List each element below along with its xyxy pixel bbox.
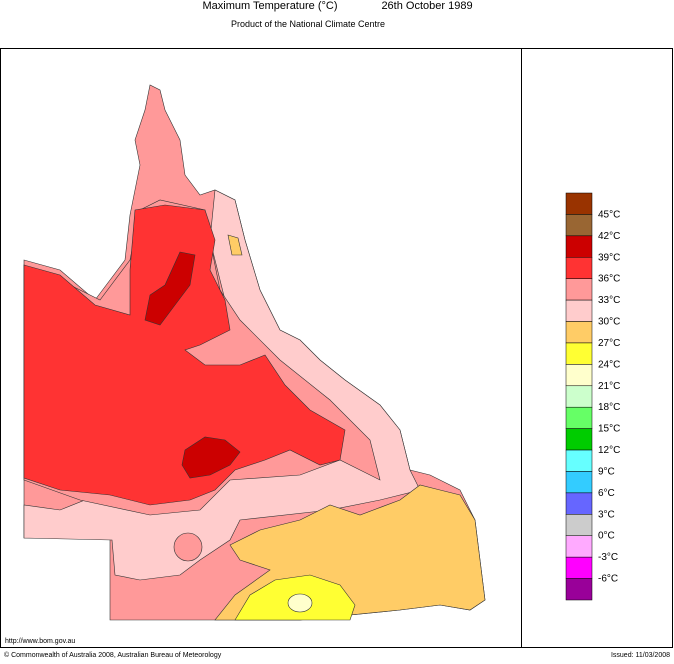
legend-label: 39°C <box>598 252 620 263</box>
legend-label: 45°C <box>598 209 620 220</box>
legend-swatch <box>565 192 593 215</box>
footer-copyright: © Commonwealth of Australia 2008, Austra… <box>4 651 222 659</box>
legend-label: 36°C <box>598 274 620 285</box>
zone-30b <box>227 234 243 256</box>
legend-swatch <box>565 535 593 558</box>
legend-swatch <box>565 235 593 258</box>
zone-39 <box>144 251 196 326</box>
legend-label: 27°C <box>598 338 620 349</box>
legend-label: 15°C <box>598 424 620 435</box>
legend-swatch <box>565 364 593 387</box>
legend-swatch <box>565 385 593 408</box>
legend-label: 42°C <box>598 231 620 242</box>
legend-swatch <box>565 492 593 515</box>
legend-swatch <box>565 428 593 451</box>
frame <box>0 48 673 648</box>
legend-label: 12°C <box>598 445 620 456</box>
legend-swatch <box>565 278 593 301</box>
legend-label: 9°C <box>598 466 615 477</box>
legend-label: 6°C <box>598 488 615 499</box>
legend-swatch <box>565 257 593 279</box>
legend-label: -3°C <box>598 552 618 563</box>
legend-label: 24°C <box>598 359 620 370</box>
legend-swatch <box>565 514 593 536</box>
zone-33b <box>173 532 203 562</box>
legend-swatch <box>565 342 593 365</box>
legend-label: 30°C <box>598 317 620 328</box>
footer-url: http://www.bom.gov.au <box>5 638 75 645</box>
legend-swatch <box>565 299 593 322</box>
legend-swatch <box>565 578 593 601</box>
subtitle: Product of the National Climate Centre <box>231 19 385 29</box>
legend-swatch <box>565 556 593 579</box>
title: Maximum Temperature (°C) <box>202 0 337 12</box>
legend: 45°C 42°C 39°C 36°C 33°C 30°C 27°C 24°C 21°C 18°C… <box>565 192 620 601</box>
legend-label: 3°C <box>598 509 615 520</box>
legend-label: 18°C <box>598 402 620 413</box>
zone-36 <box>23 204 346 506</box>
legend-swatch <box>565 471 593 494</box>
date: 26th October 1989 <box>381 0 472 12</box>
map <box>23 84 486 621</box>
legend-swatch <box>565 214 593 237</box>
legend-label: 0°C <box>598 531 615 542</box>
zone-39b <box>181 436 241 479</box>
legend-label: -6°C <box>598 574 618 585</box>
zone-21 <box>287 593 313 613</box>
legend-label: 33°C <box>598 295 620 306</box>
legend-swatch <box>565 406 593 429</box>
legend-label: 21°C <box>598 381 620 392</box>
legend-swatch <box>565 321 593 344</box>
footer-issued: Issued: 11/03/2008 <box>611 652 670 659</box>
legend-swatch <box>565 449 593 472</box>
